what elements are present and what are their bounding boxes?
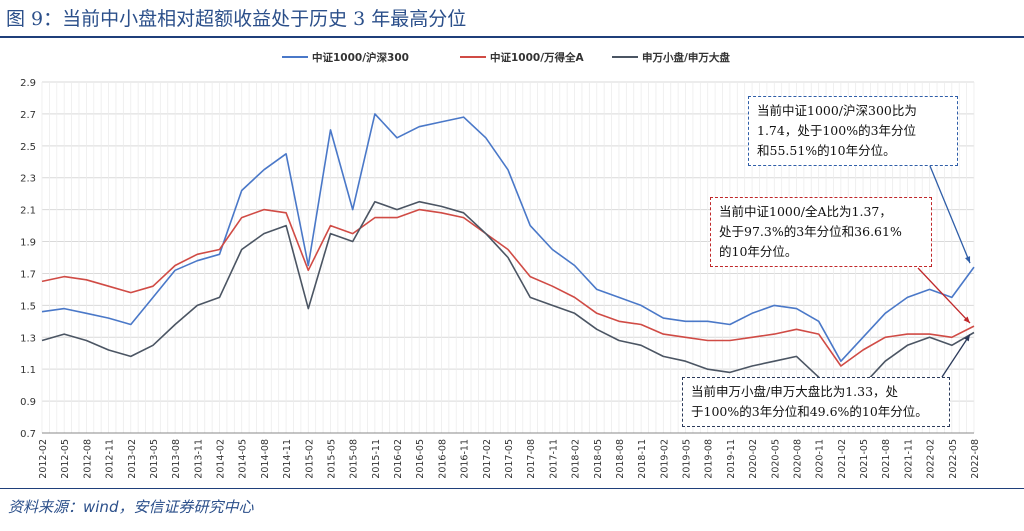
x-tick-label: 2014-08 [260,439,271,479]
annotation-arrowhead-1 [963,316,970,324]
series-line-1 [41,208,975,367]
x-tick-label: 2021-02 [837,439,848,479]
annotation-line: 和55.51%的10年分位。 [757,143,896,158]
x-tick-label: 2017-08 [526,439,537,479]
legend-label-2: 申万小盘/申万大盘 [642,51,730,64]
source-rule [0,488,1024,489]
x-tick-label: 2018-05 [593,439,604,479]
x-tick-label: 2019-11 [726,439,737,479]
annotation-arrow-1 [917,267,971,324]
chart-title: 图 9：当前中小盘相对超额收益处于历史 3 年最高分位 [6,8,467,30]
annotation-csi1000-wind-a: 当前中证1000/全A比为1.37， 处于97.3%的3年分位和36.61% 的… [710,197,932,267]
x-tick-label: 2022-05 [948,439,959,479]
x-tick-label: 2018-02 [571,439,582,479]
x-tick-label: 2017-11 [548,439,559,479]
y-tick-label: 1.7 [20,269,36,280]
x-tick-label: 2022-02 [926,439,937,479]
legend-label-1: 中证1000/万得全A [490,51,585,64]
y-tick-label: 1.5 [20,301,36,312]
y-tick-label: 2.7 [20,110,36,121]
x-tick-label: 2017-05 [504,439,515,479]
x-tick-label: 2013-05 [149,439,160,479]
y-tick-label: 2.9 [20,78,36,89]
x-tick-label: 2020-05 [770,439,781,479]
x-tick-label: 2021-05 [859,439,870,479]
x-tick-label: 2018-08 [615,439,626,479]
x-tick-label: 2020-11 [815,439,826,479]
x-tick-label: 2015-02 [304,439,315,479]
x-tick-label: 2014-11 [282,439,293,479]
annotation-small-large: 当前申万小盘/申万大盘比为1.33，处 于100%的3年分位和49.6%的10年… [682,377,950,427]
x-tick-label: 2019-02 [659,439,670,479]
y-tick-label: 1.1 [20,365,36,376]
x-tick-label: 2016-11 [460,439,471,479]
annotation-line: 于100%的3年分位和49.6%的10年分位。 [691,404,928,419]
y-tick-label: 2.5 [20,142,36,153]
x-tick-label: 2012-05 [60,439,71,479]
annotation-arrowhead-0 [965,256,971,264]
y-tick-label: 1.3 [20,333,36,344]
y-tick-label: 2.3 [20,174,36,185]
y-tick-label: 2.1 [20,206,36,217]
x-tick-label: 2017-02 [482,439,493,479]
annotation-arrow-0 [929,165,971,264]
annotation-line: 当前中证1000/全A比为1.37， [719,204,892,219]
x-tick-label: 2018-11 [637,439,648,479]
annotation-line: 处于97.3%的3年分位和36.61% [719,224,902,239]
x-tick-label: 2014-02 [216,439,227,479]
x-tick-label: 2021-08 [881,439,892,479]
annotation-arrowhead-2 [964,334,970,342]
series-line-0 [41,113,975,362]
x-tick-label: 2022-08 [970,439,981,479]
y-tick-label: 0.9 [20,397,36,408]
x-tick-label: 2013-02 [127,439,138,479]
x-tick-label: 2015-05 [326,439,337,479]
x-tick-label: 2019-08 [704,439,715,479]
x-tick-label: 2013-08 [171,439,182,479]
x-tick-label: 2016-08 [437,439,448,479]
annotation-line: 当前申万小盘/申万大盘比为1.33，处 [691,384,899,399]
annotation-arrow-2 [941,334,971,378]
y-tick-label: 0.7 [20,429,36,440]
x-tick-label: 2016-05 [415,439,426,479]
x-tick-label: 2020-08 [792,439,803,479]
x-tick-label: 2012-02 [38,439,49,479]
annotation-line: 1.74，处于100%的3年分位 [757,123,917,138]
x-tick-label: 2013-11 [193,439,204,479]
x-tick-label: 2021-11 [903,439,914,479]
title-rule [0,36,1024,38]
x-tick-label: 2014-05 [238,439,249,479]
legend-label-0: 中证1000/沪深300 [312,51,409,64]
annotation-csi1000-hs300: 当前中证1000/沪深300比为 1.74，处于100%的3年分位 和55.51… [748,96,958,166]
x-tick-label: 2015-08 [349,439,360,479]
x-tick-label: 2012-11 [105,439,116,479]
x-tick-label: 2020-02 [748,439,759,479]
y-tick-label: 1.9 [20,238,36,249]
x-tick-label: 2016-02 [393,439,404,479]
source-note: 资料来源：wind，安信证券研究中心 [8,498,254,516]
x-tick-label: 2012-08 [82,439,93,479]
annotation-line: 的10年分位。 [719,244,798,259]
x-tick-label: 2019-05 [682,439,693,479]
annotation-line: 当前中证1000/沪深300比为 [757,103,917,118]
x-tick-label: 2015-11 [371,439,382,479]
